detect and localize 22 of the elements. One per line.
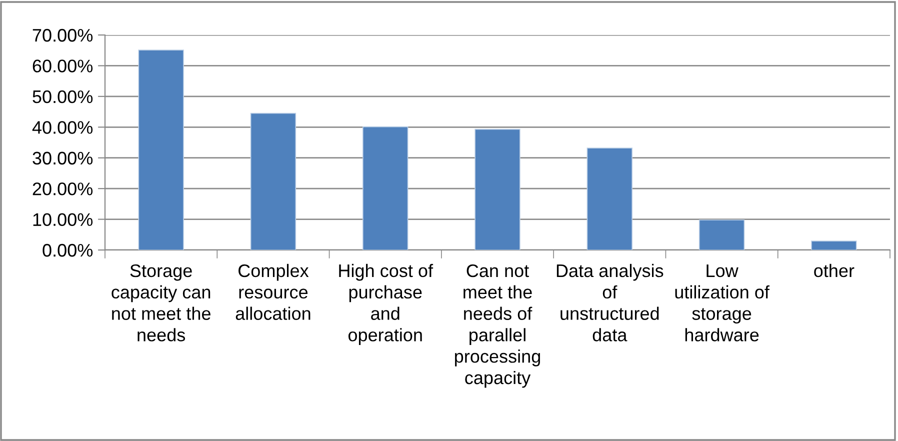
x-tick-label: Can not meet the needs of parallel processing capacity: [455, 264, 540, 388]
x-tick-label: Complex resource allocation: [236, 264, 310, 320]
y-tick-label: 20.00%: [32, 182, 93, 196]
x-tick-label: High cost of purchase and operation: [339, 264, 434, 345]
bar: [362, 126, 408, 250]
y-tick-label: 30.00%: [32, 152, 93, 165]
bar: [586, 148, 632, 250]
bar: [811, 240, 857, 250]
y-tick-label: 60.00%: [32, 60, 93, 72]
y-tick-label: 70.00%: [32, 28, 93, 42]
y-tick-label: 0.00%: [42, 244, 93, 257]
bar: [138, 50, 184, 250]
x-tick-label: other: [814, 264, 854, 278]
x-tick-label: Storage capacity can not meet the needs: [112, 264, 210, 342]
bar: [698, 219, 745, 250]
y-tick-label: 40.00%: [32, 121, 93, 134]
x-tick-label: Data analysis of unstructured data: [556, 264, 664, 342]
bar: [250, 112, 296, 250]
y-tick-label: 10.00%: [33, 213, 93, 226]
x-tick-label: Low utilization of storage hardware: [675, 264, 770, 342]
bar: [474, 128, 520, 250]
y-tick-label: 50.00%: [32, 90, 93, 104]
